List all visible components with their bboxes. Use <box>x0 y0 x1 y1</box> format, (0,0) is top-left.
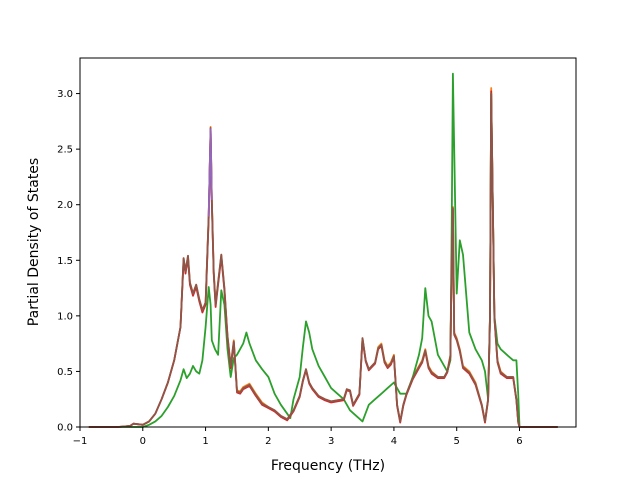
y-axis-label: Partial Density of States <box>26 158 42 326</box>
y-tick-label: 1.0 <box>57 311 73 322</box>
x-tick-label: 5 <box>454 436 460 447</box>
x-tick-label: 6 <box>516 436 522 447</box>
x-tick-label: −1 <box>73 436 88 447</box>
y-tick-label: 3.0 <box>57 89 73 100</box>
series-line-1 <box>88 87 559 428</box>
y-tick-label: 0.5 <box>57 367 73 378</box>
series-line-3 <box>88 90 559 428</box>
x-axis-label: Frequency (THz) <box>271 458 385 474</box>
y-tick-label: 2.0 <box>57 200 73 211</box>
x-tick-label: 4 <box>391 436 397 447</box>
y-tick-label: 1.5 <box>57 256 73 267</box>
ticks-layer: −1 0 1 2 3 4 5 6 0.0 0.5 1.0 1.5 2.0 2.5 3.0 <box>57 89 523 447</box>
x-tick-label: 3 <box>328 436 334 447</box>
x-tick-label: 2 <box>265 436 271 447</box>
x-tick-label: 0 <box>140 436 146 447</box>
y-tick-label: 0.0 <box>57 423 73 434</box>
x-tick-label: 1 <box>202 436 208 447</box>
series-layer <box>88 72 559 428</box>
series-line-2 <box>88 72 559 428</box>
y-tick-label: 2.5 <box>57 145 73 156</box>
series-line-5 <box>207 128 213 217</box>
series-line-4 <box>88 92 559 428</box>
plot-frame <box>79 57 577 428</box>
